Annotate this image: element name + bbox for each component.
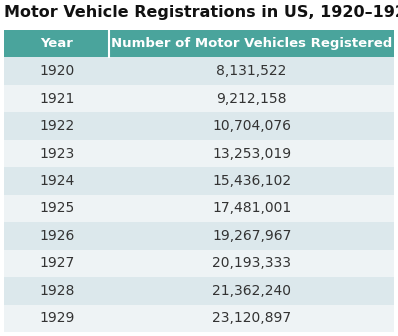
Bar	[4, 30, 394, 57]
Text: 1921: 1921	[39, 92, 74, 106]
Bar	[4, 250, 394, 277]
Text: 21,362,240: 21,362,240	[212, 284, 291, 298]
Text: 1929: 1929	[39, 311, 74, 325]
Text: 17,481,001: 17,481,001	[212, 202, 291, 215]
Bar	[4, 112, 394, 140]
Bar	[4, 277, 394, 304]
Text: Year: Year	[40, 37, 73, 50]
Bar	[4, 222, 394, 250]
Bar	[4, 195, 394, 222]
Bar	[4, 57, 394, 85]
Text: 8,131,522: 8,131,522	[217, 64, 287, 78]
Text: 1923: 1923	[39, 146, 74, 161]
Text: 1924: 1924	[39, 174, 74, 188]
Text: 1925: 1925	[39, 202, 74, 215]
Text: 9,212,158: 9,212,158	[217, 92, 287, 106]
Text: 1927: 1927	[39, 256, 74, 270]
Text: 1920: 1920	[39, 64, 74, 78]
Text: 15,436,102: 15,436,102	[212, 174, 291, 188]
Text: 23,120,897: 23,120,897	[212, 311, 291, 325]
Bar	[4, 140, 394, 167]
Text: 13,253,019: 13,253,019	[212, 146, 291, 161]
Text: Number of Motor Vehicles Registered: Number of Motor Vehicles Registered	[111, 37, 392, 50]
Text: 1922: 1922	[39, 119, 74, 133]
Text: 20,193,333: 20,193,333	[212, 256, 291, 270]
Text: 10,704,076: 10,704,076	[212, 119, 291, 133]
Text: 1928: 1928	[39, 284, 74, 298]
Bar	[4, 85, 394, 112]
Text: Motor Vehicle Registrations in US, 1920–1929: Motor Vehicle Registrations in US, 1920–…	[4, 5, 398, 20]
Bar	[4, 304, 394, 332]
Text: 19,267,967: 19,267,967	[212, 229, 291, 243]
Text: 1926: 1926	[39, 229, 74, 243]
Bar	[4, 167, 394, 195]
